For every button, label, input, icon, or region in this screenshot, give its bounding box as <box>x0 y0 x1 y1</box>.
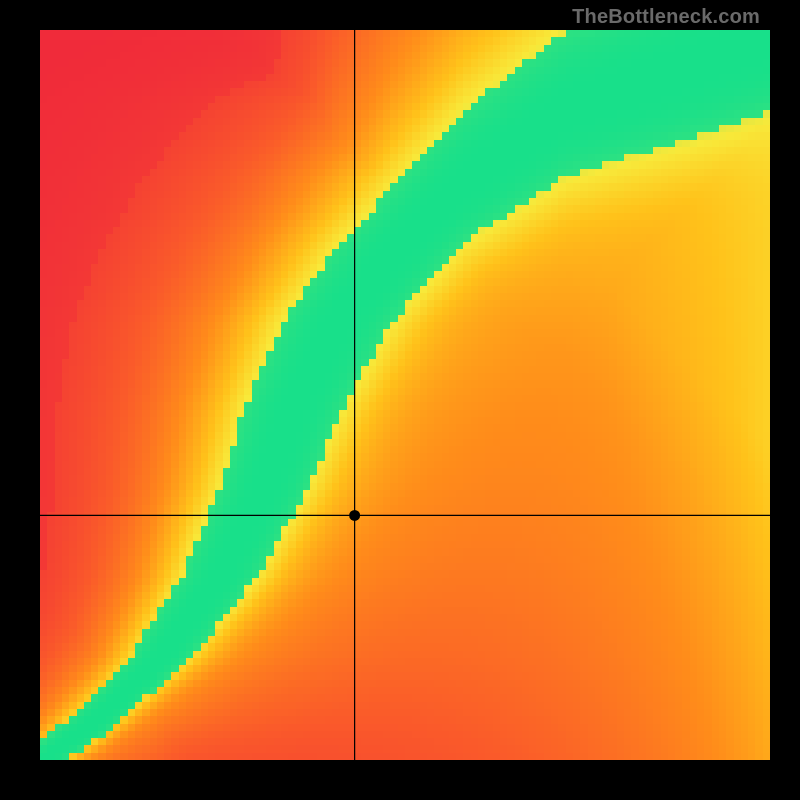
bottleneck-heatmap <box>0 0 800 800</box>
watermark-text: TheBottleneck.com <box>572 6 760 29</box>
